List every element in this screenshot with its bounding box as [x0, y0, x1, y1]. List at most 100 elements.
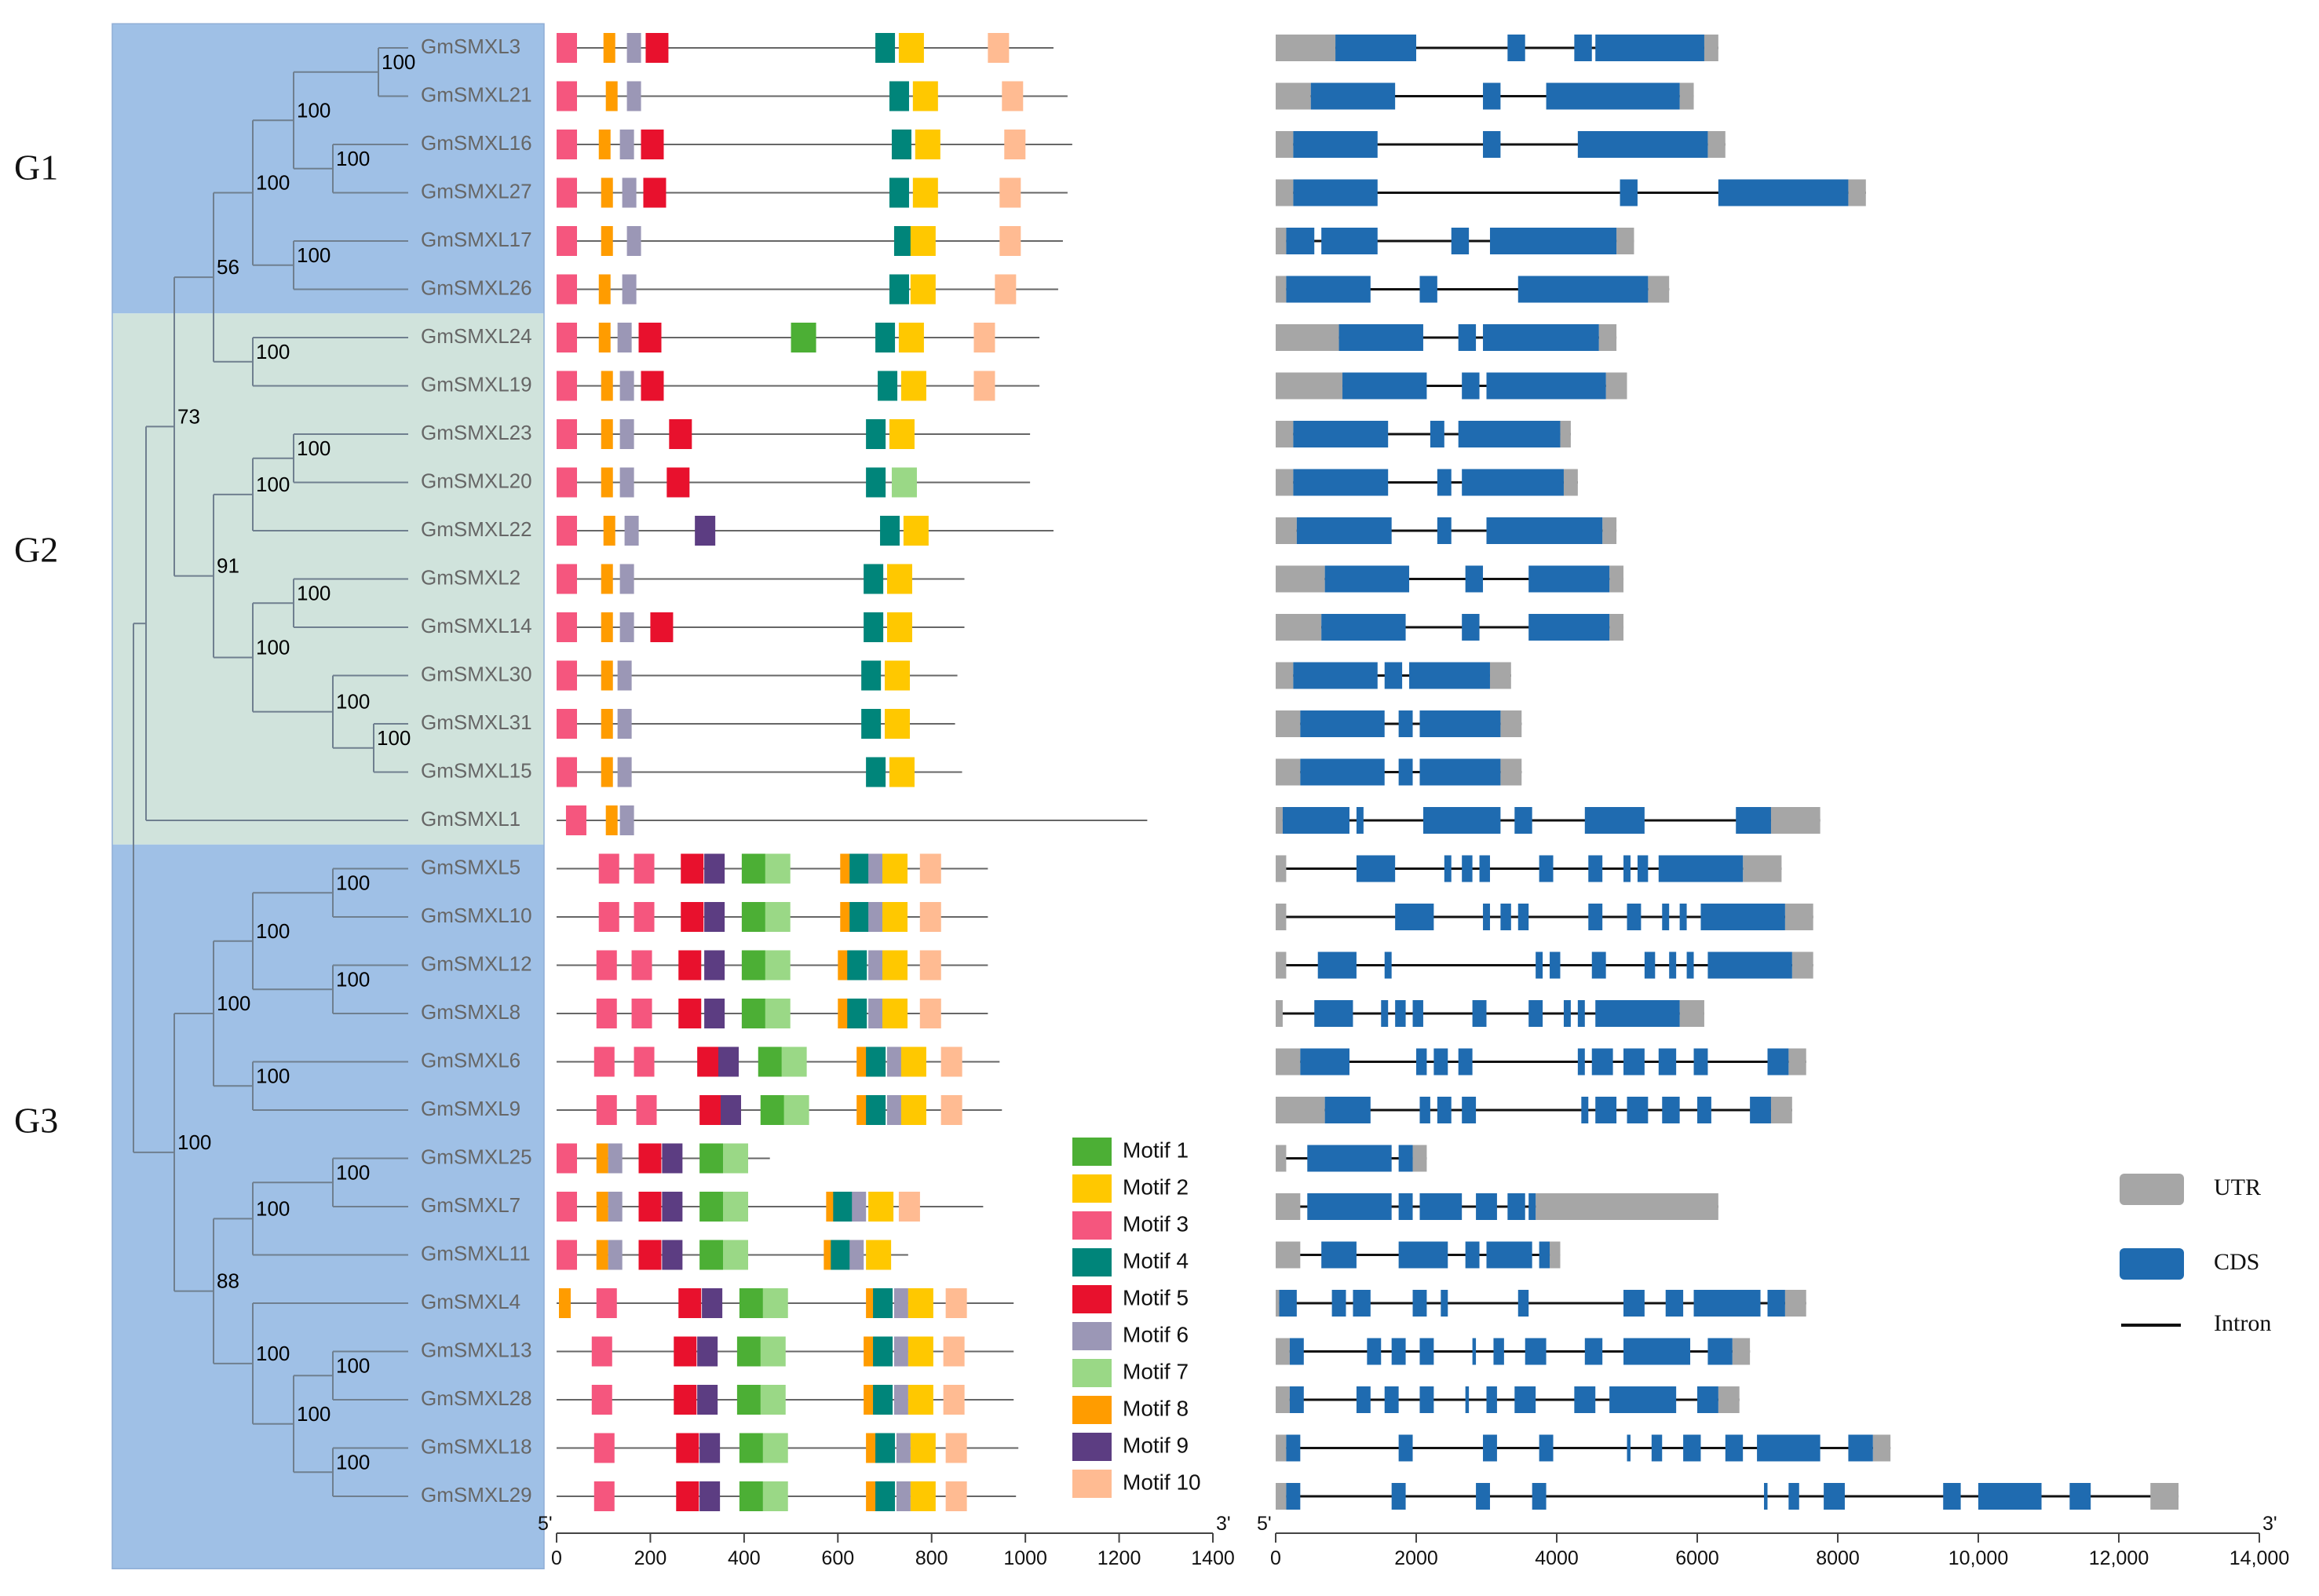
cds-box: [1584, 1338, 1603, 1365]
cds-box: [1700, 904, 1785, 930]
structure-legend-label-intron: Intron: [2214, 1310, 2271, 1336]
motif-6-box: [896, 1433, 911, 1463]
motif-legend-swatch-1: [1072, 1138, 1112, 1166]
cds-box: [1623, 1048, 1645, 1076]
motif-9-box: [699, 1481, 721, 1511]
motif-3-box: [557, 177, 577, 208]
cds-box: [1627, 1097, 1649, 1123]
motif-3-box: [557, 1240, 577, 1270]
group-bands: G1 G2 G3: [14, 23, 545, 1569]
motif-6-box: [608, 1240, 623, 1270]
structure-legend-swatch-utr: [2120, 1174, 2184, 1205]
cds-box: [1398, 1193, 1413, 1220]
cds-box: [1335, 35, 1416, 61]
structure-legend-swatch-cds: [2120, 1248, 2184, 1280]
motif-5-box: [676, 1433, 699, 1463]
cds-box: [1483, 324, 1599, 351]
motif-4-box: [866, 1095, 886, 1125]
cds-box: [1514, 807, 1532, 834]
motif-2-box: [910, 1481, 936, 1511]
cds-box: [1279, 1290, 1297, 1317]
bootstrap-value: 100: [256, 1342, 290, 1365]
gene-structure-panel: [1276, 35, 2179, 1510]
motif-8-box: [838, 950, 850, 981]
cds-box: [1550, 951, 1561, 979]
motif-2-box: [885, 709, 910, 739]
cds-box: [1669, 951, 1677, 979]
cds-box: [1577, 1048, 1585, 1076]
cds-box: [1321, 1241, 1357, 1269]
motif-3-box: [557, 612, 577, 642]
cds-box: [1321, 228, 1378, 254]
structure-tick-label: 2000: [1394, 1547, 1438, 1569]
motif-2-box: [886, 612, 912, 642]
cds-box: [1381, 1000, 1389, 1027]
cds-box: [1416, 1048, 1427, 1076]
motif-8-box: [601, 371, 613, 401]
cds-box: [1465, 1386, 1470, 1413]
cds-box: [1286, 276, 1371, 303]
cds-box: [1637, 855, 1649, 882]
cds-box: [1507, 1193, 1525, 1220]
cds-box: [1324, 1097, 1371, 1123]
gene-labels: GmSMXL3 GmSMXL21 GmSMXL16 GmSMXL27 GmSMXL17 G…: [421, 35, 532, 1507]
motif-4-box: [866, 1046, 886, 1077]
motif-9-box: [695, 516, 716, 546]
cds-box: [1398, 1145, 1413, 1172]
gene-label-gmsmxl7: GmSMXL7: [421, 1193, 520, 1217]
motif-9-box: [662, 1143, 683, 1174]
motif-2-box: [889, 757, 915, 787]
motif-8-box: [605, 805, 618, 835]
motif-5-box: [676, 1481, 699, 1511]
gene-label-gmsmxl30: GmSMXL30: [421, 662, 532, 685]
motif-4-box: [831, 1240, 851, 1270]
motif-6-box: [852, 1192, 867, 1222]
motif-1-box: [699, 1240, 725, 1270]
utr-box: [1500, 758, 1522, 786]
motif-legend-label-4: Motif 4: [1123, 1248, 1189, 1273]
cds-box: [1563, 1000, 1571, 1027]
structure-tick-label: 8000: [1816, 1547, 1860, 1569]
cds-box: [1282, 807, 1349, 834]
cds-box: [1658, 855, 1744, 882]
bootstrap-value: 100: [377, 726, 411, 750]
cds-box: [1441, 1290, 1448, 1317]
cds-box: [1486, 1241, 1532, 1269]
utr-box: [1791, 951, 1813, 979]
cds-box: [1736, 807, 1771, 834]
bootstrap-value: 100: [256, 919, 290, 943]
cds-box: [1536, 951, 1543, 979]
cds-box: [1419, 1338, 1434, 1365]
motif-10-box: [898, 1192, 920, 1222]
cds-box: [1620, 179, 1638, 206]
group-label-g3: G3: [14, 1101, 58, 1141]
bootstrap-value: 100: [336, 147, 370, 170]
cds-box: [1356, 855, 1396, 882]
motif-2-box: [898, 323, 924, 352]
motif-8-box: [601, 660, 613, 691]
motif-6-box: [893, 1288, 908, 1318]
cds-box: [1693, 1290, 1761, 1317]
motif-3-box: [634, 902, 655, 932]
cds-box: [1525, 1338, 1547, 1365]
gene-label-gmsmxl25: GmSMXL25: [421, 1145, 532, 1168]
structure-axis: 5' 3' 0 2000 4000 6000 8000 10,000 12,000 14,000: [1257, 1513, 2289, 1569]
bootstrap-value: 56: [217, 255, 239, 279]
motif-5-box: [678, 999, 702, 1028]
motif-legend: Motif 1 Motif 2 Motif 3 Motif 4 Motif 5 Motif…: [1072, 1138, 1201, 1498]
utr-box: [1848, 179, 1866, 206]
bootstrap-value: 100: [217, 992, 250, 1015]
motif-4-box: [873, 1336, 893, 1367]
cds-box: [1293, 469, 1389, 496]
motif-3-box: [593, 1433, 615, 1463]
utr-box: [1500, 710, 1522, 737]
motif-4-box: [891, 130, 911, 159]
motif-7-box: [760, 1336, 786, 1367]
cds-box: [1342, 372, 1427, 400]
motif-6-box: [619, 612, 634, 642]
utr-box: [1276, 1290, 1280, 1317]
motif-3-box: [598, 853, 619, 884]
motif-3-box: [557, 226, 577, 256]
motif-6-box: [608, 1143, 623, 1174]
